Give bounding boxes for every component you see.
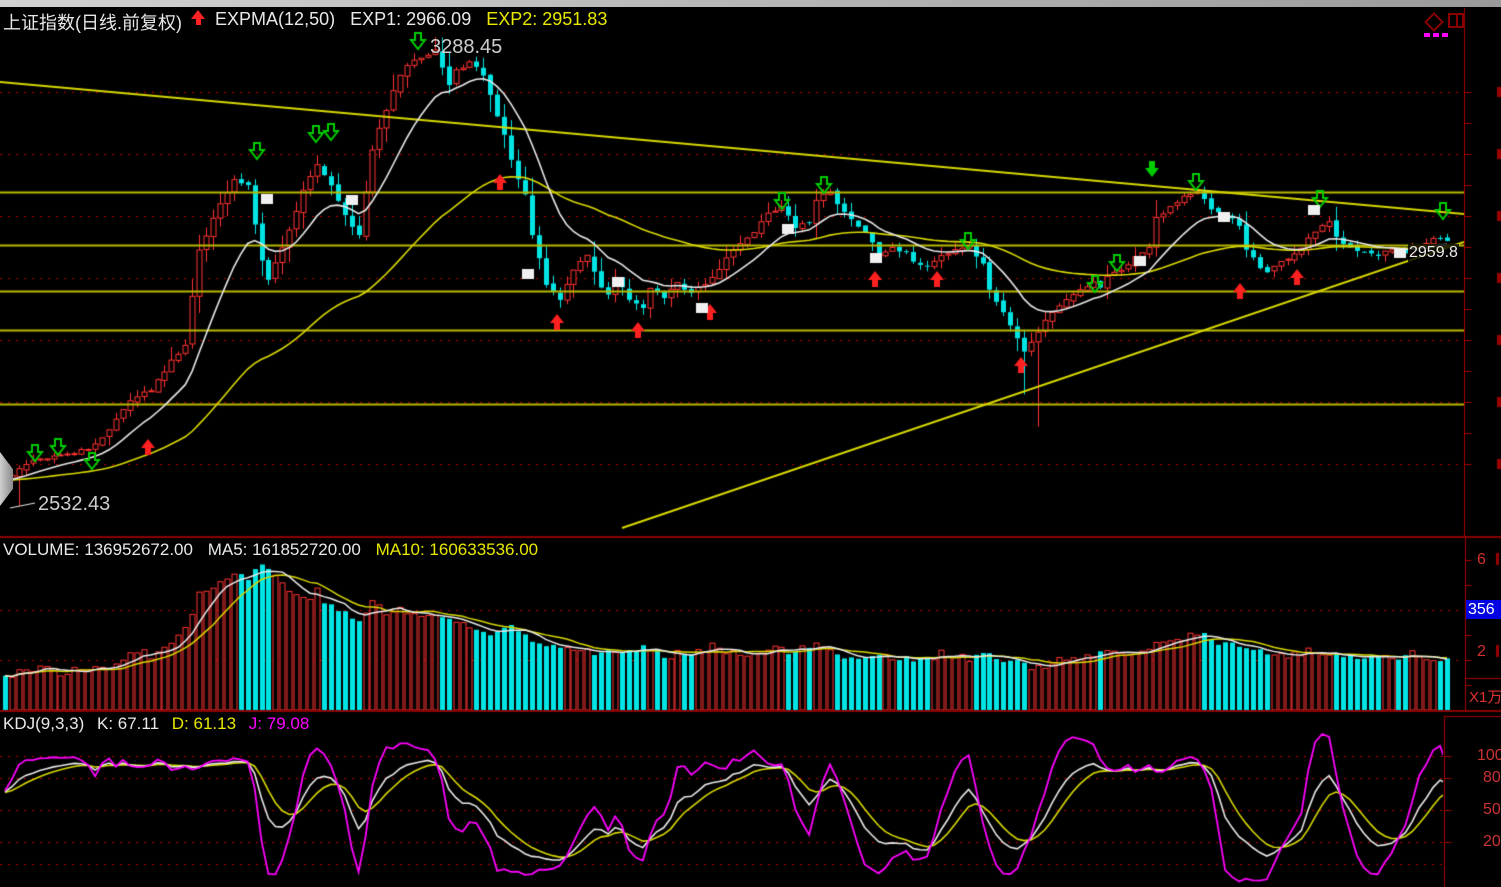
magenta-dash-3 (1442, 33, 1448, 37)
kdj-d: D: 61.13 (171, 714, 237, 733)
kdj-axis-label-50: 50 (1483, 801, 1501, 818)
kdj-j: J: 79.08 (248, 714, 310, 733)
volume-axis-label-60000: 6 (1477, 551, 1486, 568)
main-chart-header: 上证指数(日线.前复权) EXPMA(12,50) EXP1: 2966.09 … (3, 9, 607, 35)
low-price-label: 2532.43 (38, 493, 111, 515)
indicator-name: EXPMA(12,50) (215, 9, 336, 29)
exp1-value: EXP1: 2966.09 (350, 9, 472, 29)
split-window-icon[interactable] (1448, 13, 1464, 28)
kdj-header: KDJ(9,3,3) K: 67.11 D: 61.13 J: 79.08 (3, 714, 309, 734)
volume-current-value-badge: 356 (1466, 600, 1501, 619)
volume-unit-label: X1万 (1469, 689, 1501, 706)
exp2-value: EXP2: 2951.83 (486, 9, 608, 29)
volume-value: VOLUME: 136952672.00 (3, 540, 193, 559)
kdj-axis-label-80: 80 (1483, 769, 1501, 786)
kdj-k: K: 67.11 (96, 714, 160, 733)
magenta-dash-2 (1433, 33, 1439, 37)
panel-drag-handle[interactable] (0, 452, 13, 506)
up-arrow-icon (191, 9, 206, 26)
kdj-name: KDJ(9,3,3) (3, 714, 85, 733)
last-price-label: 2959.8 (1408, 244, 1459, 262)
peak-price-label: 3288.45 (430, 36, 503, 58)
volume-header: VOLUME: 136952672.00 MA5: 161852720.00 M… (3, 540, 538, 560)
symbol-title: 上证指数(日线.前复权) (3, 13, 182, 33)
volume-ma5: MA5: 161852720.00 (207, 540, 361, 559)
volume-ma10: MA10: 160633536.00 (375, 540, 539, 559)
volume-axis-label-20000: 2 (1477, 643, 1486, 660)
kdj-axis-label-20: 20 (1483, 833, 1501, 850)
kdj-axis-label-100: 100 (1477, 747, 1501, 764)
magenta-dash-1 (1424, 33, 1430, 37)
